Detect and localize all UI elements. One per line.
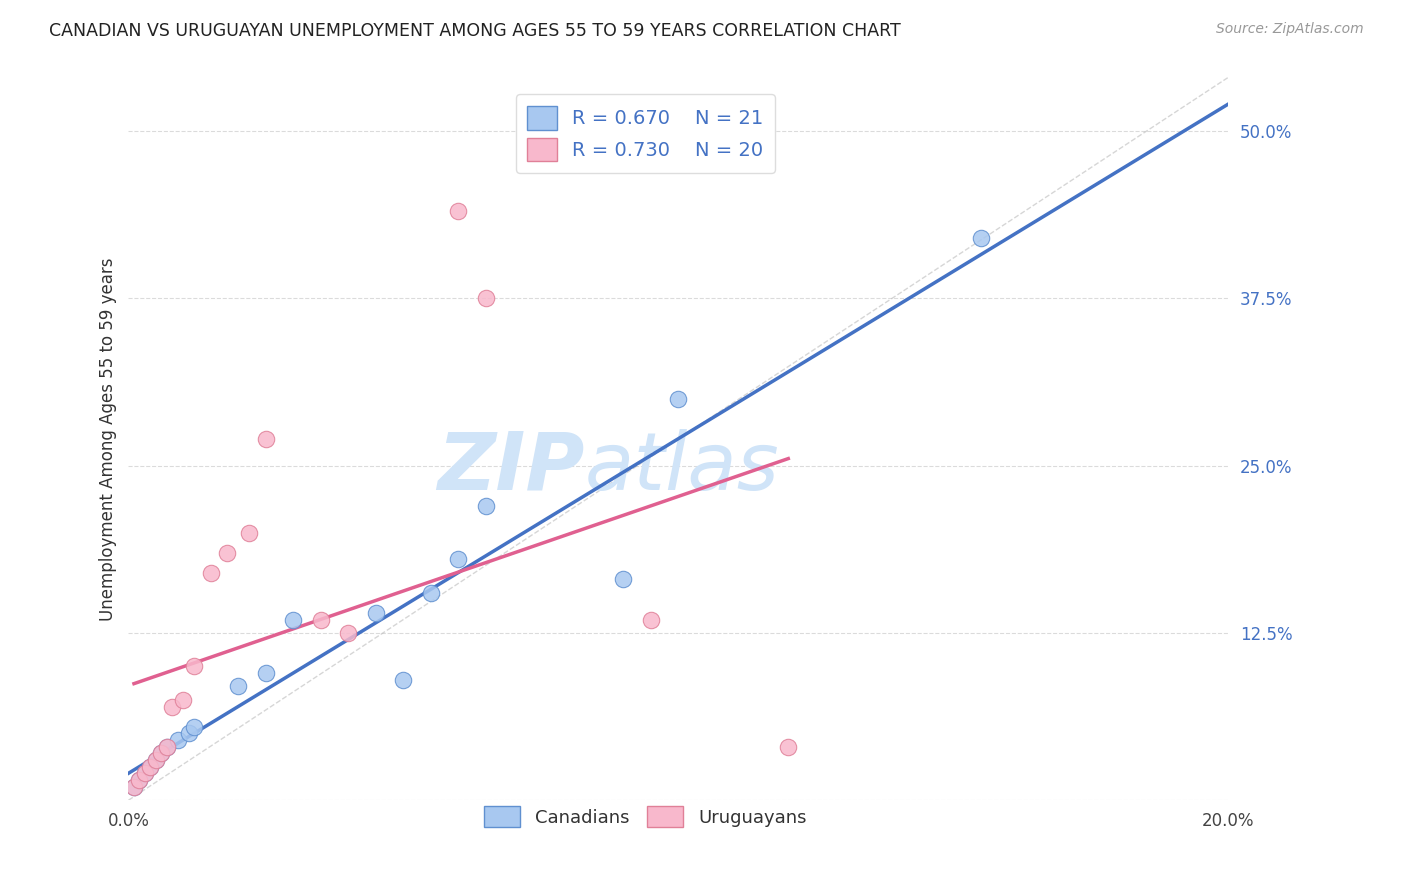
Point [337,626,360,640]
Point [134,766,156,780]
Point [640,613,662,627]
Point [447,552,470,566]
Point [970,231,993,245]
Point [475,499,498,513]
Point [238,525,260,540]
Point [254,432,277,446]
Point [150,747,173,761]
Point [778,739,800,754]
Point [156,739,179,754]
Point [145,753,167,767]
Point [612,573,634,587]
Point [150,747,173,761]
Point [309,613,332,627]
Legend: Canadians, Uruguayans: Canadians, Uruguayans [477,799,814,835]
Text: ZIP: ZIP [437,429,585,507]
Point [128,773,150,788]
Point [475,291,498,305]
Point [228,680,250,694]
Text: atlas: atlas [585,429,779,507]
Point [139,760,162,774]
Point [217,546,239,560]
Point [172,693,194,707]
Point [122,780,145,794]
Text: Source: ZipAtlas.com: Source: ZipAtlas.com [1216,22,1364,37]
Point [177,726,200,740]
Point [392,673,415,687]
Point [162,699,184,714]
Text: CANADIAN VS URUGUAYAN UNEMPLOYMENT AMONG AGES 55 TO 59 YEARS CORRELATION CHART: CANADIAN VS URUGUAYAN UNEMPLOYMENT AMONG… [49,22,901,40]
Point [254,666,277,681]
Point [364,606,387,620]
Point [283,613,305,627]
Point [447,204,470,219]
Point [128,773,150,788]
Point [139,760,162,774]
Point [666,392,689,406]
Point [156,739,179,754]
Point [122,780,145,794]
Point [167,733,190,747]
Point [145,753,167,767]
Point [183,720,205,734]
Point [183,659,205,673]
Point [200,566,222,580]
Point [134,766,156,780]
Point [419,586,441,600]
Y-axis label: Unemployment Among Ages 55 to 59 years: Unemployment Among Ages 55 to 59 years [100,257,117,621]
